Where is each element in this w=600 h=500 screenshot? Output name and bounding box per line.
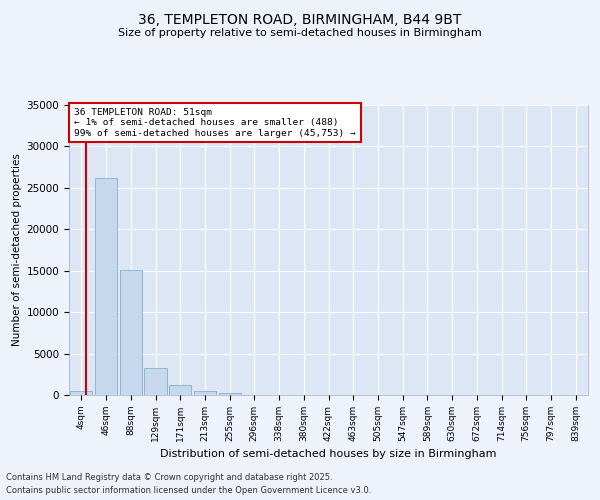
Bar <box>95 178 117 395</box>
Bar <box>70 391 92 395</box>
Bar <box>145 368 167 395</box>
X-axis label: Distribution of semi-detached houses by size in Birmingham: Distribution of semi-detached houses by … <box>160 450 497 460</box>
Text: 36 TEMPLETON ROAD: 51sqm
← 1% of semi-detached houses are smaller (488)
99% of s: 36 TEMPLETON ROAD: 51sqm ← 1% of semi-de… <box>74 108 356 138</box>
Text: Contains public sector information licensed under the Open Government Licence v3: Contains public sector information licen… <box>6 486 371 495</box>
Bar <box>119 270 142 395</box>
Y-axis label: Number of semi-detached properties: Number of semi-detached properties <box>13 154 22 346</box>
Text: Size of property relative to semi-detached houses in Birmingham: Size of property relative to semi-detach… <box>118 28 482 38</box>
Text: Contains HM Land Registry data © Crown copyright and database right 2025.: Contains HM Land Registry data © Crown c… <box>6 474 332 482</box>
Text: 36, TEMPLETON ROAD, BIRMINGHAM, B44 9BT: 36, TEMPLETON ROAD, BIRMINGHAM, B44 9BT <box>139 12 461 26</box>
Bar <box>218 394 241 395</box>
Bar <box>194 392 216 395</box>
Bar <box>169 385 191 395</box>
